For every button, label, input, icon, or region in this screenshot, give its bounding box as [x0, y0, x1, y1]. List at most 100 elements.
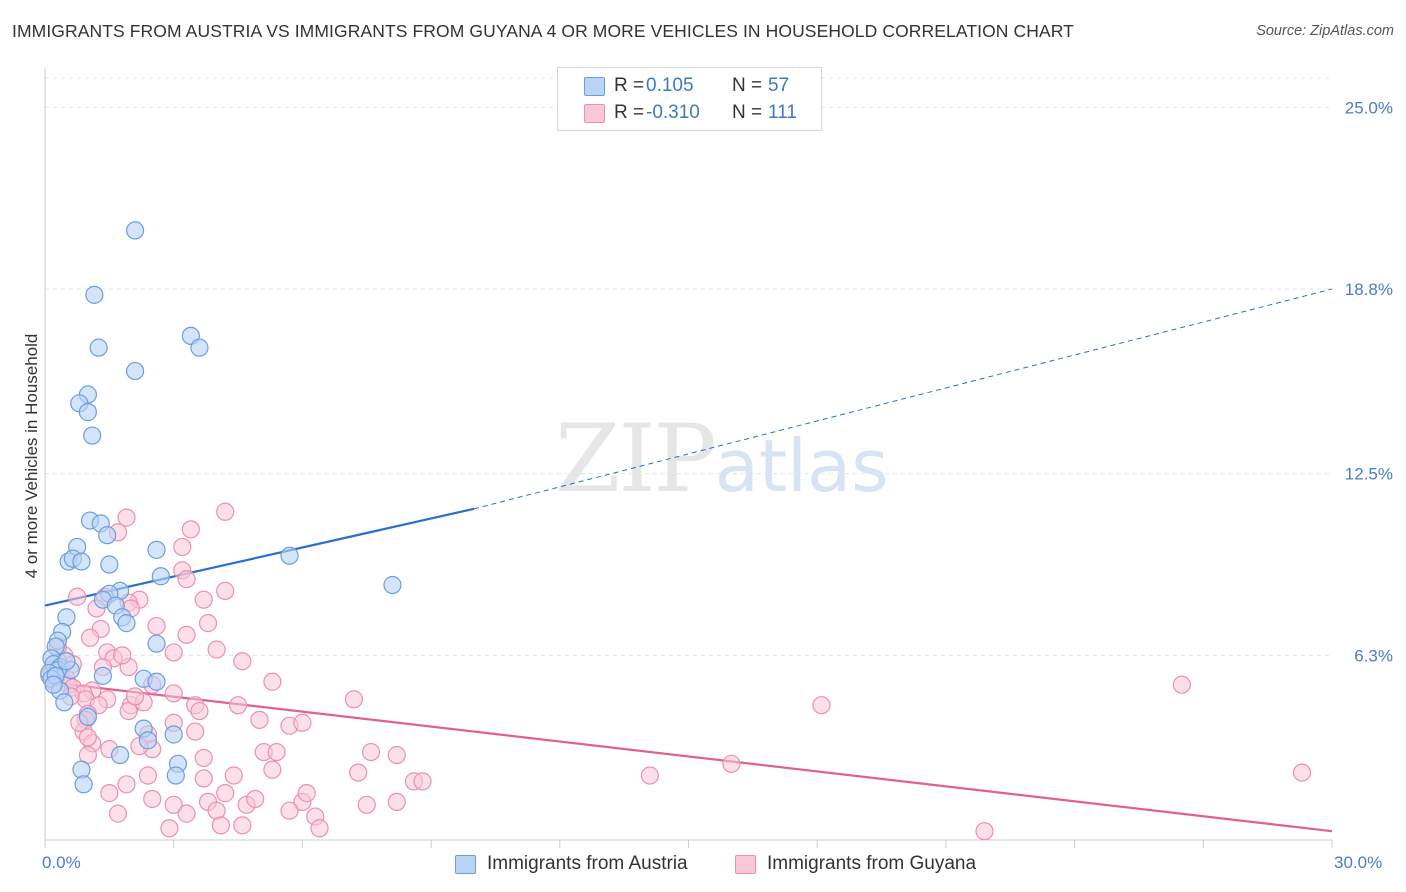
- austria-point: [138, 731, 158, 750]
- guyana-point: [297, 784, 316, 803]
- watermark-zip: ZIP: [555, 405, 717, 514]
- austria-point: [147, 634, 166, 653]
- austria-point: [72, 552, 91, 571]
- austria-point: [78, 403, 98, 422]
- guyana-point: [344, 690, 363, 709]
- guyana-point: [177, 570, 196, 589]
- guyana-point: [68, 587, 87, 606]
- guyana-point: [387, 792, 406, 812]
- guyana-point: [194, 748, 213, 768]
- guyana-point: [194, 769, 213, 788]
- guyana-point: [198, 614, 218, 633]
- guyana-point: [207, 640, 226, 659]
- austria-point: [89, 338, 108, 357]
- guyana-point: [812, 696, 831, 715]
- guyana-points: [40, 502, 1312, 841]
- legend-n-value-guyana: 111: [768, 102, 797, 123]
- y-tick-labels: 6.3% 12.5% 18.8% 25.0%: [1345, 98, 1393, 665]
- legend-r-label: R =: [614, 75, 645, 96]
- legend-n-label: N =: [732, 102, 763, 123]
- correlation-legend: R = 0.105 N = 57 R = -0.310 N = 111: [557, 67, 822, 131]
- guyana-point: [173, 537, 192, 557]
- guyana-point: [125, 687, 145, 706]
- guyana-point: [722, 754, 741, 773]
- austria-point: [151, 567, 170, 586]
- guyana-point: [246, 789, 265, 809]
- guyana-point: [224, 766, 243, 785]
- y-axis-title: 4 or more Vehicles in Household: [22, 333, 41, 579]
- guyana-point: [80, 628, 100, 647]
- guyana-point: [177, 625, 196, 644]
- guyana-point: [100, 784, 119, 803]
- guyana-point: [280, 801, 299, 820]
- guyana-point: [78, 728, 98, 747]
- guyana-point: [164, 643, 183, 662]
- guyana-point: [349, 763, 368, 782]
- austria-point: [164, 725, 183, 744]
- austria-point: [78, 707, 98, 727]
- x-tick-label-min: 0.0%: [42, 853, 81, 872]
- watermark: ZIPatlas: [555, 405, 889, 514]
- bottom-legend-label-austria: Immigrants from Austria: [487, 853, 688, 874]
- guyana-point: [263, 760, 282, 779]
- guyana-point: [117, 508, 136, 527]
- guyana-point: [216, 784, 235, 803]
- austria-point: [83, 426, 102, 445]
- austria-trend-extension: [473, 288, 1333, 510]
- guyana-point: [113, 646, 132, 665]
- guyana-point: [181, 520, 200, 539]
- austria-point: [57, 652, 76, 671]
- bottom-legend-swatch-austria: [455, 854, 476, 874]
- guyana-point: [186, 722, 205, 741]
- austria-point: [85, 285, 104, 304]
- austria-point: [100, 555, 119, 574]
- austria-point: [166, 766, 185, 785]
- guyana-point: [1172, 675, 1191, 694]
- austria-point: [125, 221, 145, 240]
- austria-point: [74, 775, 93, 794]
- guyana-point: [250, 710, 269, 729]
- y-tick-label: 18.8%: [1345, 280, 1393, 299]
- guyana-point: [117, 775, 136, 794]
- guyana-point: [190, 701, 209, 721]
- guyana-point: [216, 502, 235, 521]
- legend-r-label: R =: [614, 102, 645, 123]
- austria-points: [40, 221, 402, 794]
- guyana-point: [164, 795, 183, 814]
- bottom-legend-guyana: Immigrants from Guyana: [735, 852, 976, 876]
- guyana-point: [640, 766, 659, 785]
- source-credit: Source: ZipAtlas.com: [1256, 23, 1394, 39]
- guyana-point: [160, 819, 179, 838]
- y-tick-label: 25.0%: [1345, 98, 1393, 117]
- guyana-point: [387, 745, 406, 765]
- watermark-atlas: atlas: [714, 424, 889, 508]
- guyana-point: [177, 804, 196, 823]
- guyana-point: [975, 822, 994, 841]
- guyana-point: [267, 742, 286, 762]
- gridlines: [45, 77, 1332, 656]
- guyana-point: [361, 742, 381, 762]
- guyana-point: [228, 696, 248, 715]
- guyana-point: [216, 581, 235, 600]
- guyana-point: [1292, 763, 1312, 782]
- x-tick-label-max: 30.0%: [1334, 853, 1383, 872]
- guyana-point: [233, 816, 252, 835]
- legend-r-value-austria: 0.105: [646, 75, 694, 96]
- bottom-legend-label-guyana: Immigrants from Guyana: [767, 853, 977, 874]
- guyana-point: [147, 616, 166, 636]
- axes: [44, 68, 1333, 848]
- guyana-point: [310, 819, 329, 838]
- guyana-point: [108, 804, 128, 823]
- austria-point: [190, 338, 209, 357]
- y-tick-label: 12.5%: [1345, 465, 1393, 484]
- bottom-legend-swatch-guyana: [735, 854, 756, 874]
- guyana-trend-line: [44, 680, 1333, 833]
- bottom-legend-austria: Immigrants from Austria: [455, 852, 688, 876]
- austria-point: [125, 361, 145, 381]
- austria-point: [98, 526, 117, 545]
- y-tick-label: 6.3%: [1354, 646, 1393, 665]
- legend-n-label: N =: [732, 75, 763, 96]
- austria-point: [147, 540, 166, 559]
- guyana-point: [233, 652, 252, 671]
